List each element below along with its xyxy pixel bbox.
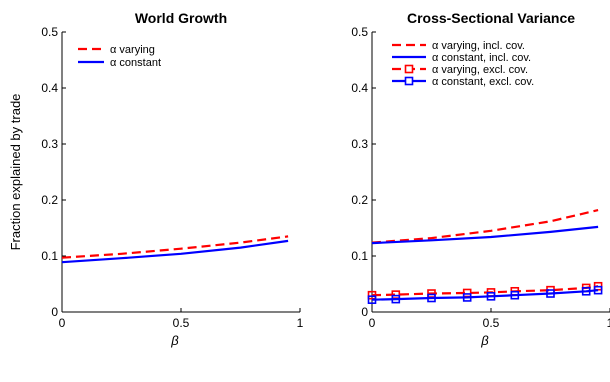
series-line-2 — [371, 285, 599, 297]
y-tick-label: 0.3 — [351, 137, 368, 151]
y-tick-label: 0.5 — [41, 25, 58, 39]
x-tick-label: 0 — [59, 316, 66, 330]
y-tick-label: 0.2 — [351, 193, 368, 207]
legend-entry-0: α varying — [110, 44, 155, 56]
series-marker-3 — [593, 285, 603, 295]
y-tick-label: 0.1 — [41, 249, 58, 263]
x-tick-label: 0.5 — [173, 316, 190, 330]
y-tick-label: 0 — [51, 305, 58, 319]
x-tick-label: 1 — [297, 316, 304, 330]
y-tick-label: 0.5 — [351, 25, 368, 39]
chart-title: Cross-Sectional Variance — [407, 10, 575, 26]
chart-panel-1: Cross-Sectional Variance 0 0.1 0.2 0.3 0.4 0.5… — [351, 10, 610, 348]
x-tick-label: 0.5 — [483, 316, 500, 330]
chart-title: World Growth — [135, 10, 227, 26]
series-marker-3 — [427, 293, 436, 303]
x-axis-label: β — [480, 333, 489, 348]
y-tick-label: 0.2 — [41, 193, 58, 207]
y-tick-label: 0.4 — [351, 81, 368, 95]
legend-entry-0: α varying, incl. cov. — [432, 40, 525, 52]
y-tick-label: 0.3 — [41, 137, 58, 151]
series-marker-3 — [546, 289, 555, 298]
chart-panel-0: World Growth 0 0.1 0.2 0.3 0.4 0.5 0 0.5 1 β Fracti… — [8, 10, 304, 348]
y-axis-label: Fraction explained by trade — [8, 94, 23, 251]
series-line-1 — [61, 239, 289, 264]
series-marker-3 — [391, 294, 401, 304]
series-marker-3 — [510, 290, 520, 300]
x-axis-label: β — [170, 333, 179, 348]
y-tick-label: 0 — [361, 305, 368, 319]
y-tick-label: 0.1 — [351, 249, 368, 263]
series-marker-3 — [367, 295, 377, 304]
x-tick-label: 1 — [607, 316, 610, 330]
legend-marker-2 — [404, 64, 414, 74]
x-tick-label: 0 — [369, 316, 376, 330]
series-line-0 — [61, 235, 289, 259]
legend-entry-2: α varying, excl. cov. — [432, 64, 528, 76]
legend-marker-3 — [404, 76, 414, 86]
legend-entry-1: α constant — [110, 57, 161, 69]
series-line-3 — [371, 289, 599, 301]
series-line-1 — [371, 225, 599, 245]
series-marker-3 — [486, 292, 496, 301]
y-tick-label: 0.4 — [41, 81, 58, 95]
series-marker-3 — [581, 286, 591, 296]
legend-entry-1: α constant, incl. cov. — [432, 52, 531, 64]
legend-entry-3: α constant, excl. cov. — [432, 76, 534, 88]
series-line-0 — [371, 209, 599, 244]
series-marker-3 — [462, 293, 472, 302]
